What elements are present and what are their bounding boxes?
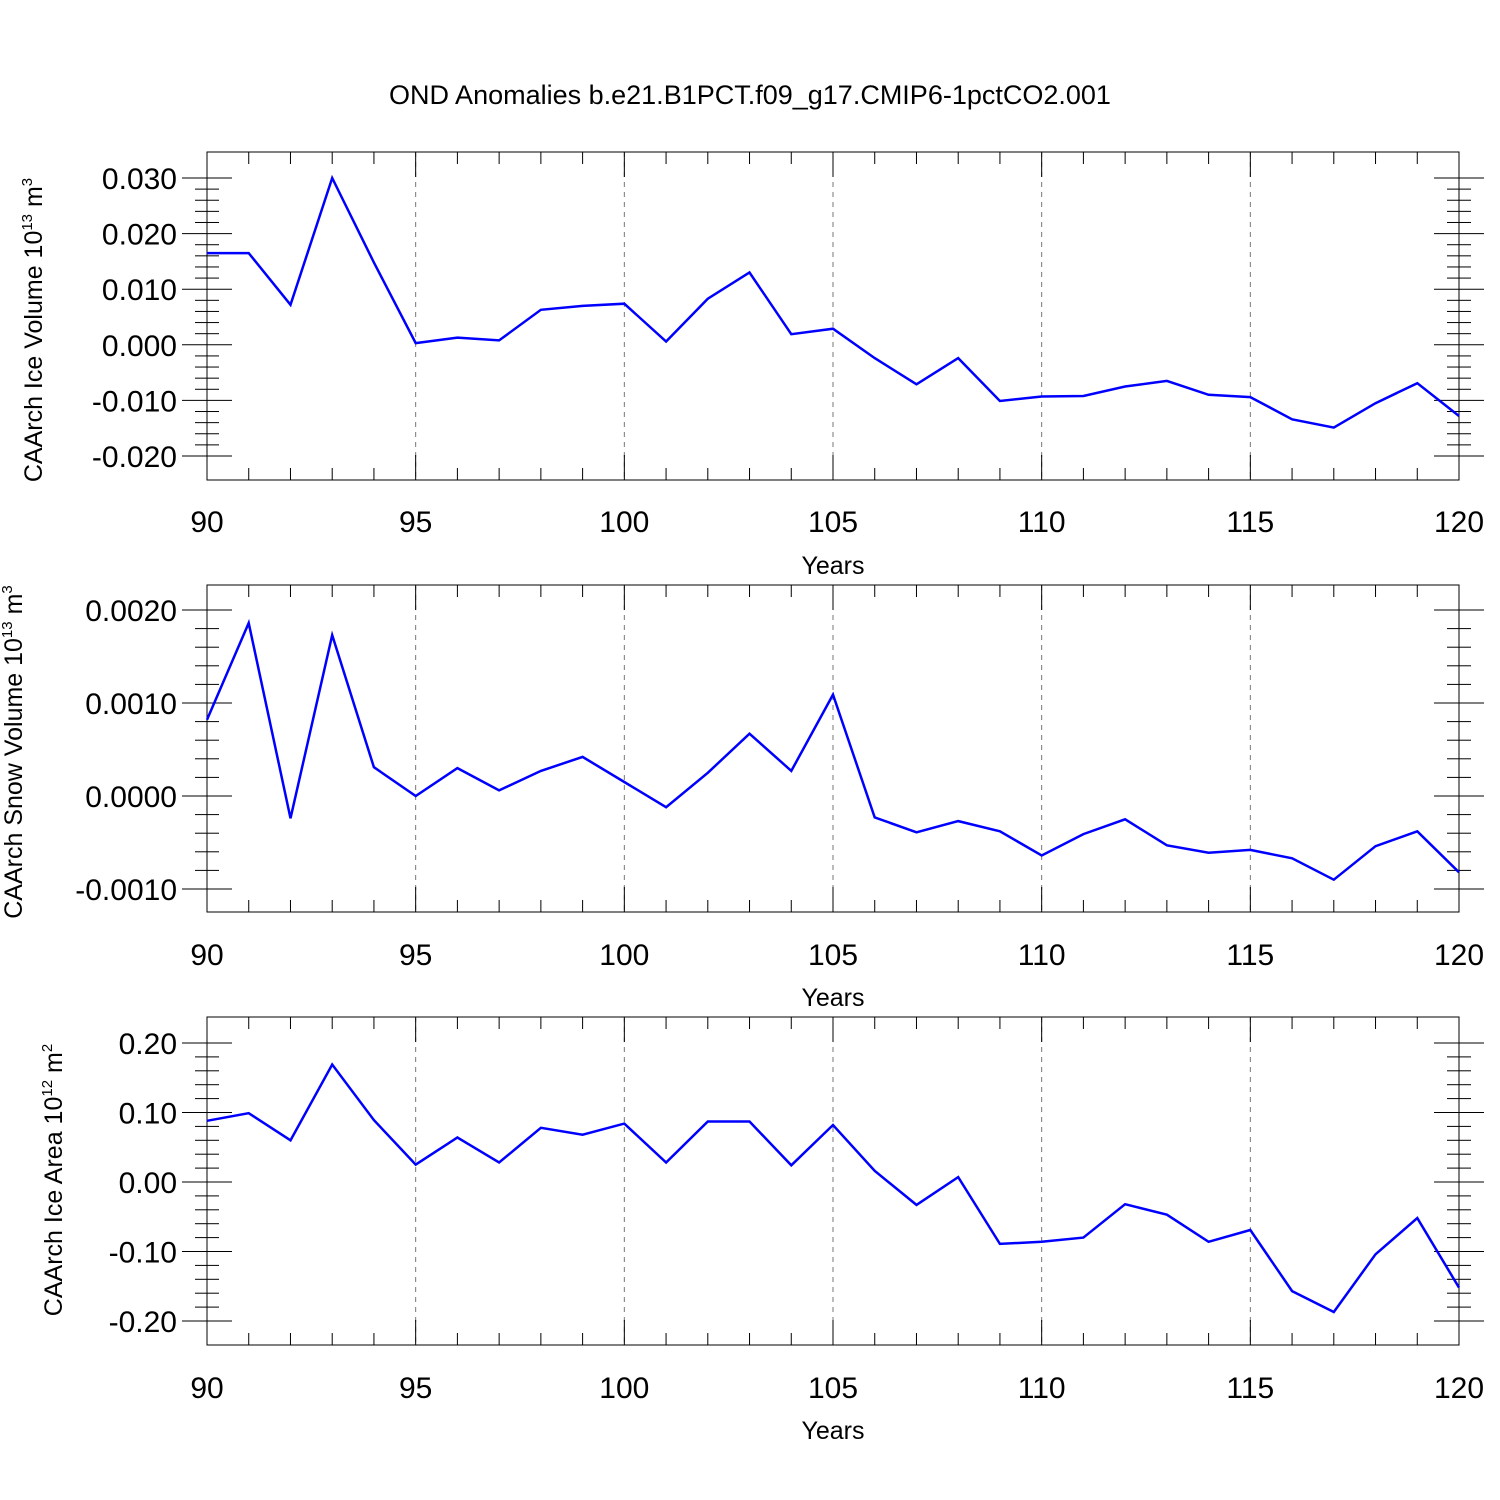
y-axis-label: CAArch Snow Volume 1013 m3	[0, 585, 28, 919]
x-tick-label: 90	[190, 1372, 223, 1405]
x-axis-label: Years	[801, 984, 864, 1012]
x-axis-label: Years	[801, 552, 864, 580]
y-tick-label: 0.0000	[85, 781, 177, 814]
y-tick-label: 0.10	[119, 1098, 177, 1131]
x-tick-label: 100	[599, 939, 649, 972]
x-tick-label: 115	[1226, 506, 1274, 539]
x-tick-label: 115	[1226, 1372, 1274, 1405]
x-axis-label: Years	[801, 1417, 864, 1445]
x-tick-label: 105	[808, 1372, 858, 1405]
y-tick-label: -0.010	[92, 385, 177, 418]
y-tick-label: -0.0010	[75, 874, 177, 907]
y-tick-label: 0.000	[102, 330, 177, 363]
x-tick-label: 95	[399, 1372, 432, 1405]
y-tick-label: 0.020	[102, 219, 177, 252]
x-tick-label: 105	[808, 506, 858, 539]
x-tick-label: 95	[399, 506, 432, 539]
y-tick-label: -0.20	[109, 1306, 177, 1339]
y-tick-label: 0.010	[102, 274, 177, 307]
x-tick-label: 100	[599, 1372, 649, 1405]
series-line	[205, 618, 1460, 882]
x-tick-label: 110	[1018, 939, 1066, 972]
series-line	[206, 1062, 1461, 1314]
y-tick-label: 0.00	[119, 1167, 177, 1200]
y-axis-label: CAArch Ice Volume 1013 m3	[19, 178, 48, 482]
x-tick-label: 105	[808, 939, 858, 972]
y-tick-label: 0.0020	[85, 595, 177, 628]
x-tick-label: 90	[190, 506, 223, 539]
y-tick-label: 0.20	[119, 1028, 177, 1061]
y-axis-label: CAArch Ice Area 1012 m2	[39, 1044, 68, 1316]
x-tick-label: 90	[190, 939, 223, 972]
x-tick-label: 100	[599, 506, 649, 539]
y-tick-label: 0.030	[102, 163, 177, 196]
x-tick-label: 120	[1434, 939, 1484, 972]
y-tick-label: -0.10	[109, 1237, 177, 1270]
panel-1: 90 95 100 105 110 115 120 0.030 0.020 0.010 0.000 -…	[19, 151, 1484, 580]
y-tick-label: 0.0010	[85, 688, 177, 721]
x-tick-label: 110	[1018, 1372, 1066, 1405]
panel-2: 90 95 100 105 110 115 120 0.0020 0.0010 0.0000 -0.…	[0, 584, 1484, 1012]
x-tick-label: 110	[1018, 506, 1066, 539]
x-tick-label: 120	[1434, 1372, 1484, 1405]
chart-title: OND Anomalies b.e21.B1PCT.f09_g17.CMIP6-…	[389, 80, 1111, 110]
series-line	[207, 174, 1460, 429]
y-tick-label: -0.020	[92, 441, 177, 474]
x-tick-label: 115	[1226, 939, 1274, 972]
panel-3: 90 95 100 105 110 115 120 0.20 0.10 0.00 -0.10 -0.2…	[39, 1016, 1484, 1445]
x-tick-label: 120	[1434, 506, 1484, 539]
x-tick-label: 95	[399, 939, 432, 972]
